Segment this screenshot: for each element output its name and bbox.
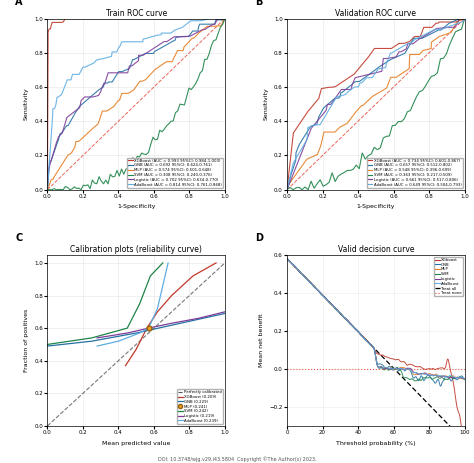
Y-axis label: Sensitivity: Sensitivity [264,88,269,120]
Title: Validation ROC curve: Validation ROC curve [335,9,416,18]
Title: Train ROC curve: Train ROC curve [106,9,167,18]
X-axis label: 1-Specificity: 1-Specificity [356,205,395,209]
Legend: XGBoost (AUC = 0.993 95%CI: 0.984-1.000), GNB (AUC = 0.692 95%CI: 0.624-0.761), : XGBoost (AUC = 0.993 95%CI: 0.984-1.000)… [127,157,223,188]
X-axis label: Threshold probability (%): Threshold probability (%) [336,441,416,446]
Text: B: B [255,0,263,7]
Legend: Perfectly calibrated, XGBoost (0.209), GNB (0.229), MLP (0.241), SVM (0.242), Lo: Perfectly calibrated, XGBoost (0.209), G… [177,389,223,424]
Title: Calibration plots (reliability curve): Calibration plots (reliability curve) [70,245,202,254]
Legend: XGBoost (AUC = 0.734 95%CI: 0.601-0.867), GNB (AUC = 0.657 95%CI: 0.512-0.802), : XGBoost (AUC = 0.734 95%CI: 0.601-0.867)… [366,157,463,188]
Legend: XGboost, GNB, MLP, SVM, Logistic, AdaBoost, Treat all, Treat none: XGboost, GNB, MLP, SVM, Logistic, AdaBoo… [434,257,463,296]
Y-axis label: Sensitivity: Sensitivity [24,88,29,120]
X-axis label: 1-Specificity: 1-Specificity [117,205,155,209]
Title: Valid decision curve: Valid decision curve [337,245,414,254]
Y-axis label: Mean net benefit: Mean net benefit [259,313,264,367]
Y-axis label: Fraction of positives: Fraction of positives [24,309,29,372]
Text: DOI: 10.3748/wjg.v29.i43.5804  Copyright ©The Author(s) 2023.: DOI: 10.3748/wjg.v29.i43.5804 Copyright … [158,456,316,462]
Text: D: D [255,233,263,243]
X-axis label: Mean predicted value: Mean predicted value [102,441,170,446]
Text: A: A [16,0,23,7]
Text: C: C [16,233,23,243]
